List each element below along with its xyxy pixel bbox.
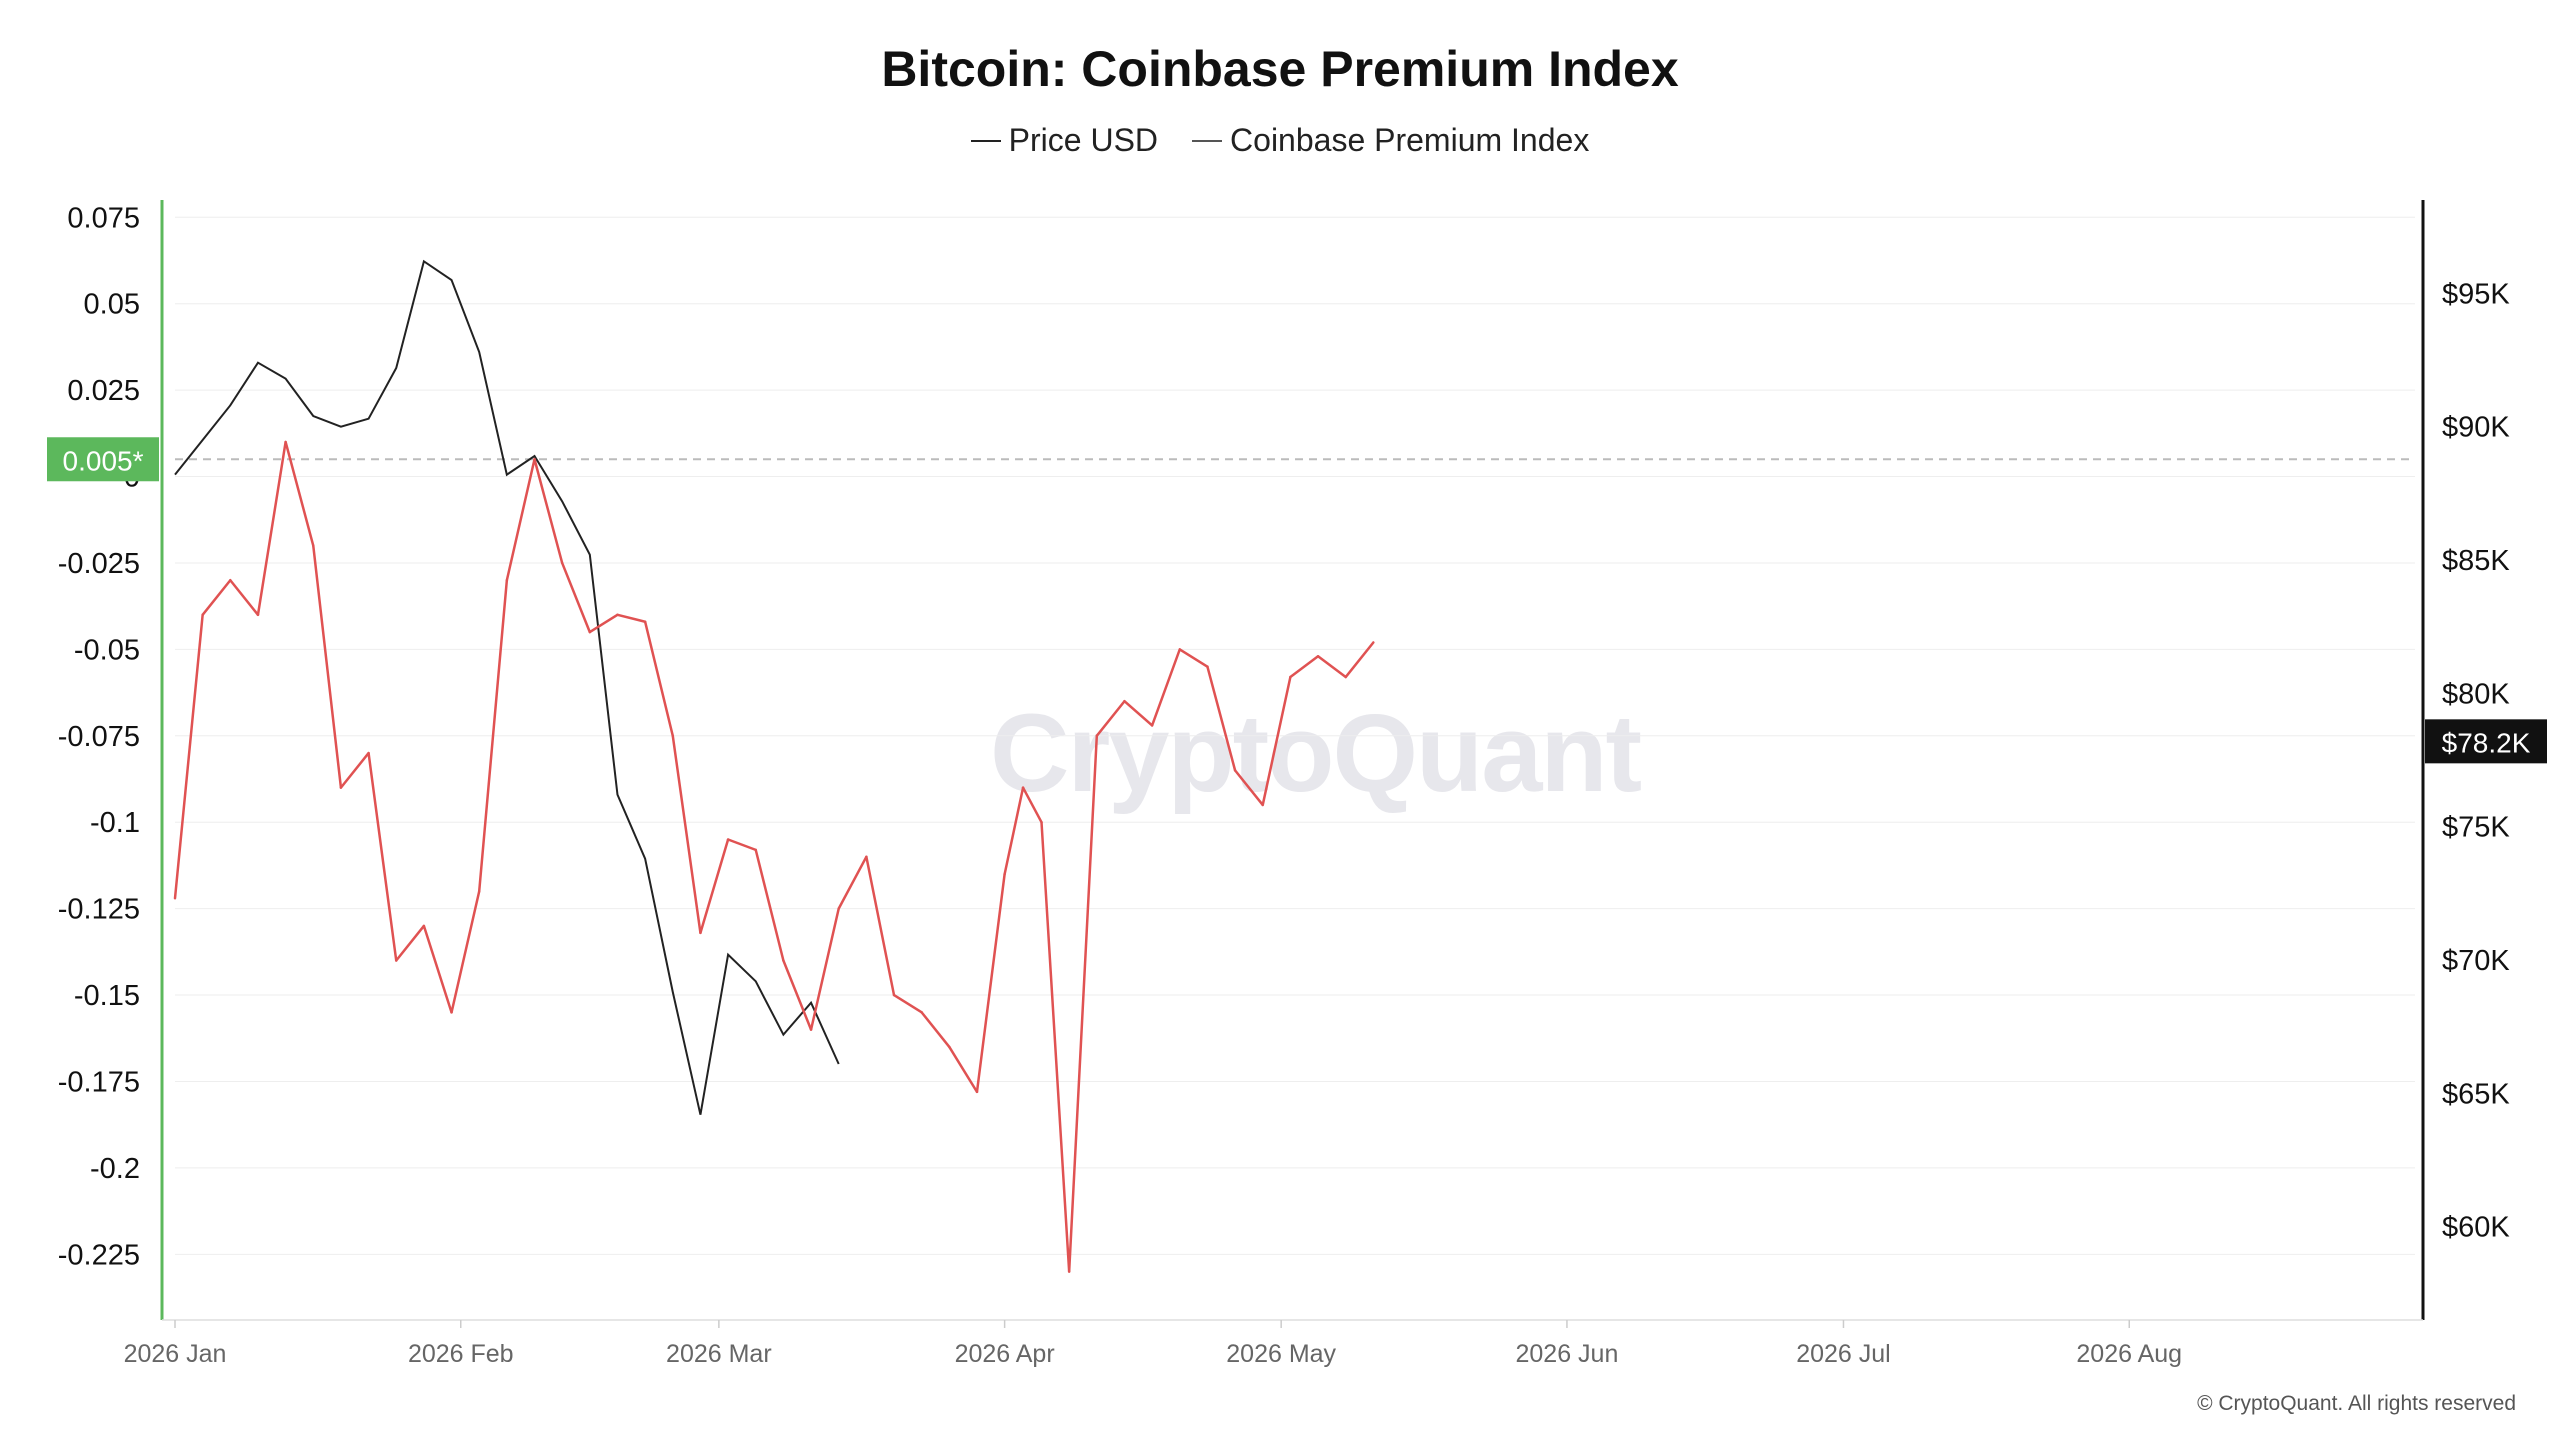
premium-series-segment xyxy=(173,613,204,900)
premium-series-segment xyxy=(1040,820,1071,1273)
y-left-tick-label: 0.075 xyxy=(67,202,140,234)
chart-title: Bitcoin: Coinbase Premium Index xyxy=(881,41,1679,97)
chart-legend: Price USD Coinbase Premium Index xyxy=(0,122,2560,159)
premium-series-segment xyxy=(1095,699,1126,738)
y-left-tick-label: -0.075 xyxy=(58,721,140,753)
y-left-tick-label: -0.1 xyxy=(90,807,140,839)
x-tick-label: 2026 Feb xyxy=(408,1340,514,1368)
premium-series-segment xyxy=(1261,675,1292,807)
y-right-tick-label: $60K xyxy=(2442,1212,2510,1244)
legend-item-price[interactable]: Price USD xyxy=(970,122,1159,159)
premium-series-segment xyxy=(533,458,564,565)
premium-series-segment xyxy=(450,890,481,1014)
premium-series-segment xyxy=(920,1011,951,1049)
premium-series-segment xyxy=(1206,665,1237,772)
premium-series-segment xyxy=(284,440,315,547)
x-tick-label: 2026 Jul xyxy=(1796,1340,1891,1368)
premium-series-segment xyxy=(1344,641,1375,679)
x-tick-label: 2026 May xyxy=(1226,1340,1336,1368)
premium-series-segment xyxy=(1178,648,1209,668)
premium-series-segment xyxy=(948,1045,979,1094)
premium-series-segment xyxy=(1003,786,1025,876)
price-series-line xyxy=(174,259,840,1115)
premium-series-segment xyxy=(865,855,896,997)
y-left-tick-label: -0.175 xyxy=(58,1066,140,1098)
premium-series-segment xyxy=(1021,786,1043,824)
y-left-tick-label: -0.2 xyxy=(90,1153,140,1185)
y-left-tick-label: 0.05 xyxy=(84,289,140,321)
current-price-label: $78.2K xyxy=(2442,727,2531,758)
watermark: CryptoQuant xyxy=(990,692,1642,815)
x-tick-label: 2026 Jan xyxy=(124,1340,227,1368)
y-left-tick-label: 0.025 xyxy=(67,375,140,407)
premium-series-segment xyxy=(643,620,675,738)
legend-label-premium: Coinbase Premium Index xyxy=(1230,122,1590,158)
x-tick-label: 2026 Apr xyxy=(955,1340,1055,1368)
premium-series-segment xyxy=(1233,769,1264,807)
premium-series-segment xyxy=(477,578,509,893)
premium-series-segment xyxy=(394,924,426,962)
premium-series-segment xyxy=(422,924,453,1014)
premium-series-segment xyxy=(229,578,260,617)
premium-series-segment xyxy=(754,848,785,962)
legend-label-price: Price USD xyxy=(1008,122,1159,158)
premium-series-segment xyxy=(616,613,647,623)
y-left-tick-label: -0.225 xyxy=(58,1239,140,1271)
premium-series-segment xyxy=(699,838,730,935)
premium-series-segment xyxy=(782,959,813,1031)
x-tick-label: 2026 Aug xyxy=(2076,1340,2182,1368)
x-tick-label: 2026 Jun xyxy=(1515,1340,1618,1368)
premium-series-segment xyxy=(560,561,592,634)
premium-series-segment xyxy=(312,544,343,789)
y-left-tick-label: -0.15 xyxy=(74,980,140,1012)
current-premium-badge xyxy=(47,437,159,482)
legend-line-icon xyxy=(970,139,1001,142)
y-right-tick-label: $95K xyxy=(2442,278,2510,310)
y-right-tick-label: $85K xyxy=(2442,545,2510,577)
y-left-tick-label: -0.025 xyxy=(58,548,140,580)
premium-series-segment xyxy=(1123,699,1154,727)
current-premium-label: 0.005* xyxy=(63,445,144,476)
y-left-tick-label: -0.05 xyxy=(74,634,140,666)
premium-series-segment xyxy=(1289,655,1320,679)
current-price-badge xyxy=(2425,719,2547,764)
legend-item-premium[interactable]: Coinbase Premium Index xyxy=(1192,122,1589,159)
premium-series-segment xyxy=(809,907,840,1031)
x-tick-label: 2026 Mar xyxy=(666,1340,772,1368)
y-right-tick-label: $65K xyxy=(2442,1078,2510,1110)
premium-series-segment xyxy=(339,751,370,789)
premium-series-segment xyxy=(505,458,536,582)
premium-series-segment xyxy=(256,440,287,617)
y-left-tick-label: -0.125 xyxy=(58,894,140,926)
y-right-tick-label: $90K xyxy=(2442,412,2510,444)
legend-line-icon xyxy=(1192,139,1223,142)
y-right-tick-label: $80K xyxy=(2442,678,2510,710)
premium-series-segment xyxy=(1067,734,1099,1273)
premium-series-segment xyxy=(892,993,923,1014)
premium-series-segment xyxy=(837,855,868,910)
premium-series-segment xyxy=(201,578,232,617)
y-right-tick-label: $70K xyxy=(2442,945,2510,977)
copyright-notice: © CryptoQuant. All rights reserved xyxy=(2197,1392,2516,1415)
premium-series-segment xyxy=(726,838,757,852)
premium-series-segment xyxy=(975,872,1006,1094)
premium-series-segment xyxy=(1150,648,1182,727)
premium-series-segment xyxy=(588,613,619,634)
premium-series-segment xyxy=(671,734,702,935)
premium-series-segment xyxy=(367,751,398,962)
y-right-tick-label: $75K xyxy=(2442,812,2510,844)
premium-series-segment xyxy=(1316,655,1347,679)
